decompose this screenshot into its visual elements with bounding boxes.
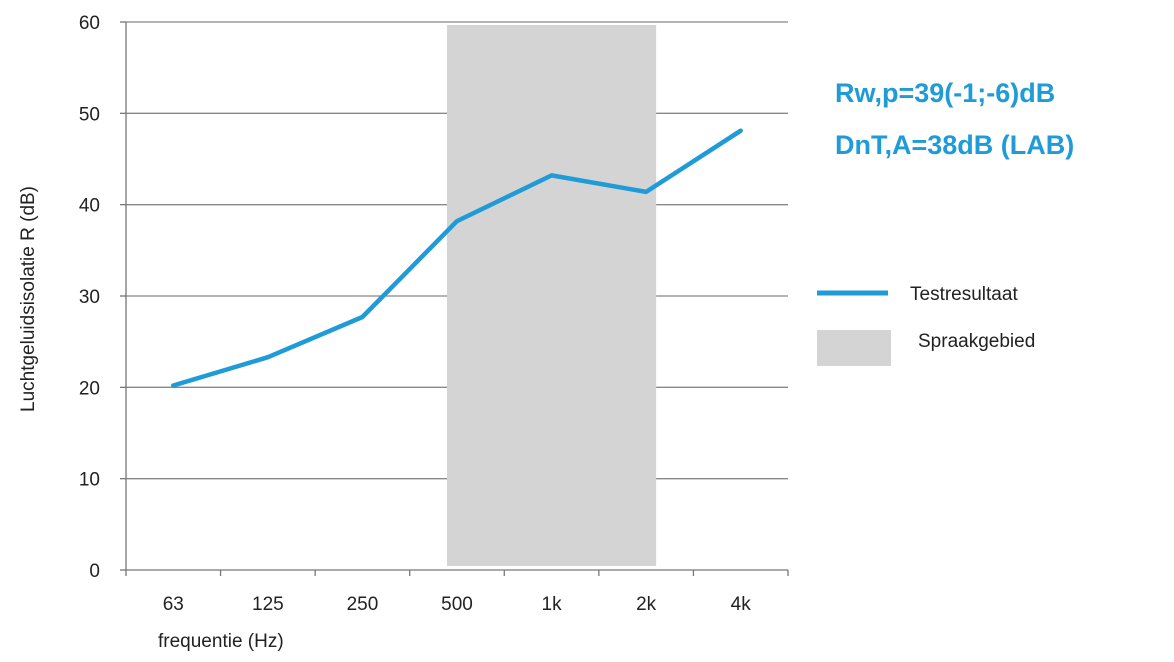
x-tick-label-125: 125 [252, 594, 284, 615]
x-axis-label: frequentie (Hz) [158, 631, 284, 652]
legend-label-testresultaat: Testresultaat [910, 284, 1018, 305]
x-tick-label-250: 250 [347, 594, 379, 615]
y-tick-label-30: 30 [79, 287, 100, 308]
x-tick-label-63: 63 [163, 594, 184, 615]
y-tick-label-40: 40 [79, 196, 100, 217]
spraakgebied-region [447, 25, 657, 566]
y-tick-labels: 0 10 20 30 40 50 60 [79, 13, 100, 582]
y-axis-label: Luchtgeluidsisolatie R (dB) [18, 186, 39, 412]
x-tick-labels: 63 125 250 500 1k 2k 4k [163, 594, 752, 615]
annotation-dnta: DnT,A=38dB (LAB) [835, 130, 1075, 160]
y-tick-label-0: 0 [89, 561, 100, 582]
x-tick-label-1k: 1k [542, 594, 563, 615]
legend-shade-swatch [817, 330, 891, 366]
x-tick-label-500: 500 [441, 594, 473, 615]
x-tick-label-2k: 2k [636, 594, 657, 615]
x-tick-label-4k: 4k [731, 594, 752, 615]
series-lines [171, 128, 743, 388]
y-tick-label-60: 60 [79, 13, 100, 34]
spraakgebied-rect [447, 25, 657, 566]
y-tick-label-50: 50 [79, 104, 100, 125]
axes [120, 21, 789, 576]
legend-label-spraakgebied: Spraakgebied [918, 331, 1035, 352]
y-tick-label-20: 20 [79, 378, 100, 399]
annotation-rw: Rw,p=39(-1;-6)dB [835, 78, 1056, 108]
legend: Testresultaat Spraakgebied [817, 284, 1035, 366]
y-tick-label-10: 10 [79, 470, 100, 491]
